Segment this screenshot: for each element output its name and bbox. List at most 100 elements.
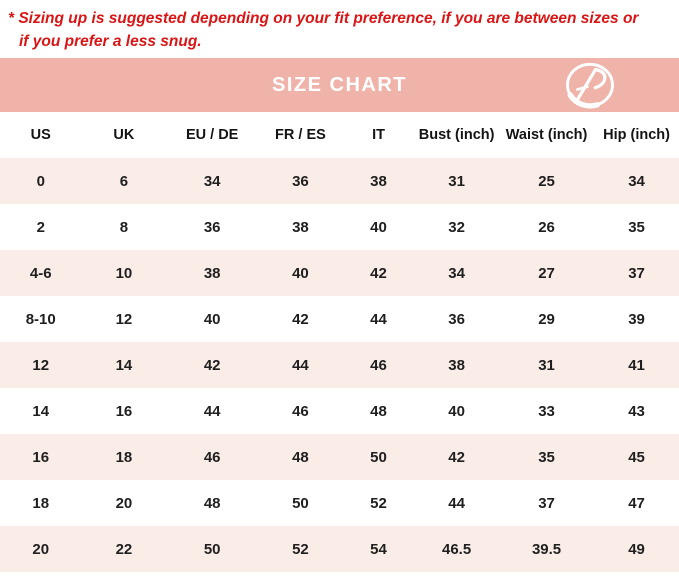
column-header: IT — [342, 112, 415, 158]
table-cell: 48 — [292, 448, 309, 466]
column-header: Waist (inch) — [499, 112, 595, 158]
table-cell: 16 — [115, 402, 133, 420]
table-row: 16 18 46 48 50 42 35 45 — [0, 434, 679, 480]
table-cell: 37 — [628, 264, 645, 282]
table-cell: 31 — [538, 356, 555, 374]
table-cell: 16 — [32, 448, 50, 466]
table-row: 4-6 10 38 40 42 34 27 37 — [0, 250, 679, 296]
table-cell: 36 — [448, 310, 465, 328]
table-cell: 46 — [203, 448, 221, 466]
table-cell: 47 — [628, 494, 645, 512]
table-row: 18 20 48 50 52 44 37 47 — [0, 480, 679, 526]
table-cell: 32 — [448, 218, 465, 236]
table-cell: 37 — [538, 494, 555, 512]
table-cell: 34 — [448, 264, 465, 282]
header-row: US UK EU / DE FR / ES IT Bust (inch) Waist (in… — [0, 112, 679, 158]
table-cell: 44 — [203, 402, 221, 420]
table-cell: 29 — [538, 310, 555, 328]
table-cell: 48 — [203, 494, 221, 512]
table-cell: 45 — [628, 448, 645, 466]
table-cell: 46.5 — [441, 540, 472, 558]
column-header: FR / ES — [258, 112, 343, 158]
table-cell: 42 — [370, 264, 387, 282]
column-header: Hip (inch) — [594, 112, 679, 158]
table-cell: 44 — [370, 310, 387, 328]
sizing-note: * Sizing up is suggested depending on yo… — [0, 0, 679, 58]
table-row: 0 6 34 36 38 31 25 34 — [0, 158, 679, 204]
table-cell: 46 — [370, 356, 387, 374]
table-cell: 50 — [370, 448, 387, 466]
table-cell: 18 — [115, 448, 133, 466]
table-cell: 50 — [292, 494, 309, 512]
table-cell: 38 — [370, 172, 387, 190]
sizing-note-line-2: if you prefer a less snug. — [19, 33, 202, 51]
column-header: EU / DE — [166, 112, 258, 158]
table-cell: 42 — [292, 310, 309, 328]
table-cell: 38 — [448, 356, 465, 374]
table-cell: 33 — [538, 402, 555, 420]
table-cell: 35 — [628, 218, 645, 236]
table-cell: 40 — [370, 218, 387, 236]
table-row: 8-10 12 40 42 44 36 29 39 — [0, 296, 679, 342]
table-cell: 44 — [448, 494, 465, 512]
table-cell: 14 — [115, 356, 133, 374]
table-cell: 6 — [119, 172, 129, 190]
table-cell: 34 — [203, 172, 221, 190]
sizing-note-line-1: * Sizing up is suggested depending on yo… — [8, 10, 639, 27]
table-row: 12 14 42 44 46 38 31 41 — [0, 342, 679, 388]
table-cell: 40 — [448, 402, 465, 420]
table-cell: 48 — [370, 402, 387, 420]
table-cell: 10 — [115, 264, 133, 282]
table-row: 14 16 44 46 48 40 33 43 — [0, 388, 679, 434]
brand-swoosh-monogram-icon — [566, 62, 614, 109]
table-cell: 12 — [32, 356, 50, 374]
table-cell: 0 — [36, 172, 45, 190]
table-cell: 22 — [115, 540, 133, 558]
table-cell: 40 — [203, 310, 221, 328]
table-cell: 46 — [292, 402, 309, 420]
table-cell: 52 — [292, 540, 309, 558]
column-header: US — [0, 112, 82, 158]
table-cell: 8-10 — [25, 310, 56, 328]
size-table: US UK EU / DE FR / ES IT Bust (inch) Waist (in… — [0, 112, 679, 572]
column-header: Bust (inch) — [414, 112, 500, 158]
size-table-body: 0 6 34 36 38 31 25 34 2 8 36 38 40 32 26 35 4-6 10 38 40 42 3… — [0, 158, 679, 572]
table-cell: 14 — [32, 402, 50, 420]
table-cell: 39.5 — [531, 540, 562, 558]
table-cell: 18 — [32, 494, 50, 512]
table-cell: 49 — [628, 540, 645, 558]
column-header: UK — [81, 112, 167, 158]
table-cell: 38 — [203, 264, 221, 282]
table-cell: 43 — [628, 402, 645, 420]
table-cell: 52 — [370, 494, 387, 512]
table-cell: 36 — [292, 172, 309, 190]
table-cell: 38 — [292, 218, 309, 236]
table-cell: 4-6 — [29, 264, 52, 282]
table-cell: 42 — [448, 448, 465, 466]
table-cell: 54 — [370, 540, 387, 558]
table-cell: 31 — [448, 172, 465, 190]
table-cell: 26 — [538, 218, 555, 236]
table-cell: 39 — [628, 310, 645, 328]
size-chart-title: SIZE CHART — [272, 73, 407, 96]
table-cell: 25 — [538, 172, 555, 190]
table-cell: 8 — [119, 218, 129, 236]
table-cell: 20 — [115, 494, 133, 512]
table-cell: 42 — [203, 356, 221, 374]
table-cell: 44 — [292, 356, 309, 374]
table-cell: 12 — [115, 310, 133, 328]
table-row: 20 22 50 52 54 46.5 39.5 49 — [0, 526, 679, 572]
table-cell: 41 — [628, 356, 645, 374]
table-cell: 27 — [538, 264, 555, 282]
table-cell: 2 — [36, 218, 45, 236]
size-chart-banner: SIZE CHART — [0, 58, 679, 112]
table-cell: 34 — [628, 172, 645, 190]
table-cell: 50 — [203, 540, 221, 558]
table-cell: 20 — [32, 540, 50, 558]
size-table-header: US UK EU / DE FR / ES IT Bust (inch) Waist (in… — [0, 112, 679, 158]
table-row: 2 8 36 38 40 32 26 35 — [0, 204, 679, 250]
table-cell: 40 — [292, 264, 309, 282]
table-cell: 36 — [203, 218, 221, 236]
table-cell: 35 — [538, 448, 555, 466]
